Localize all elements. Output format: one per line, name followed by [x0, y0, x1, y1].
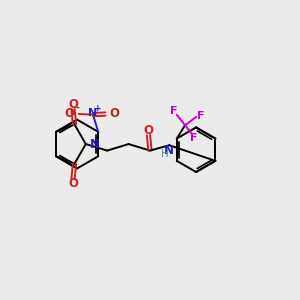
Text: O: O [64, 107, 74, 120]
Text: O: O [68, 177, 78, 190]
Text: O: O [110, 107, 120, 120]
Text: H: H [161, 149, 169, 159]
Text: F: F [170, 106, 178, 116]
Text: F: F [190, 133, 198, 143]
Text: N: N [88, 108, 98, 118]
Text: F: F [197, 111, 204, 121]
Text: -: - [76, 103, 80, 113]
Text: N: N [90, 138, 100, 151]
Text: +: + [94, 103, 101, 112]
Text: N: N [164, 144, 174, 157]
Text: O: O [143, 124, 154, 137]
Text: O: O [68, 98, 78, 111]
